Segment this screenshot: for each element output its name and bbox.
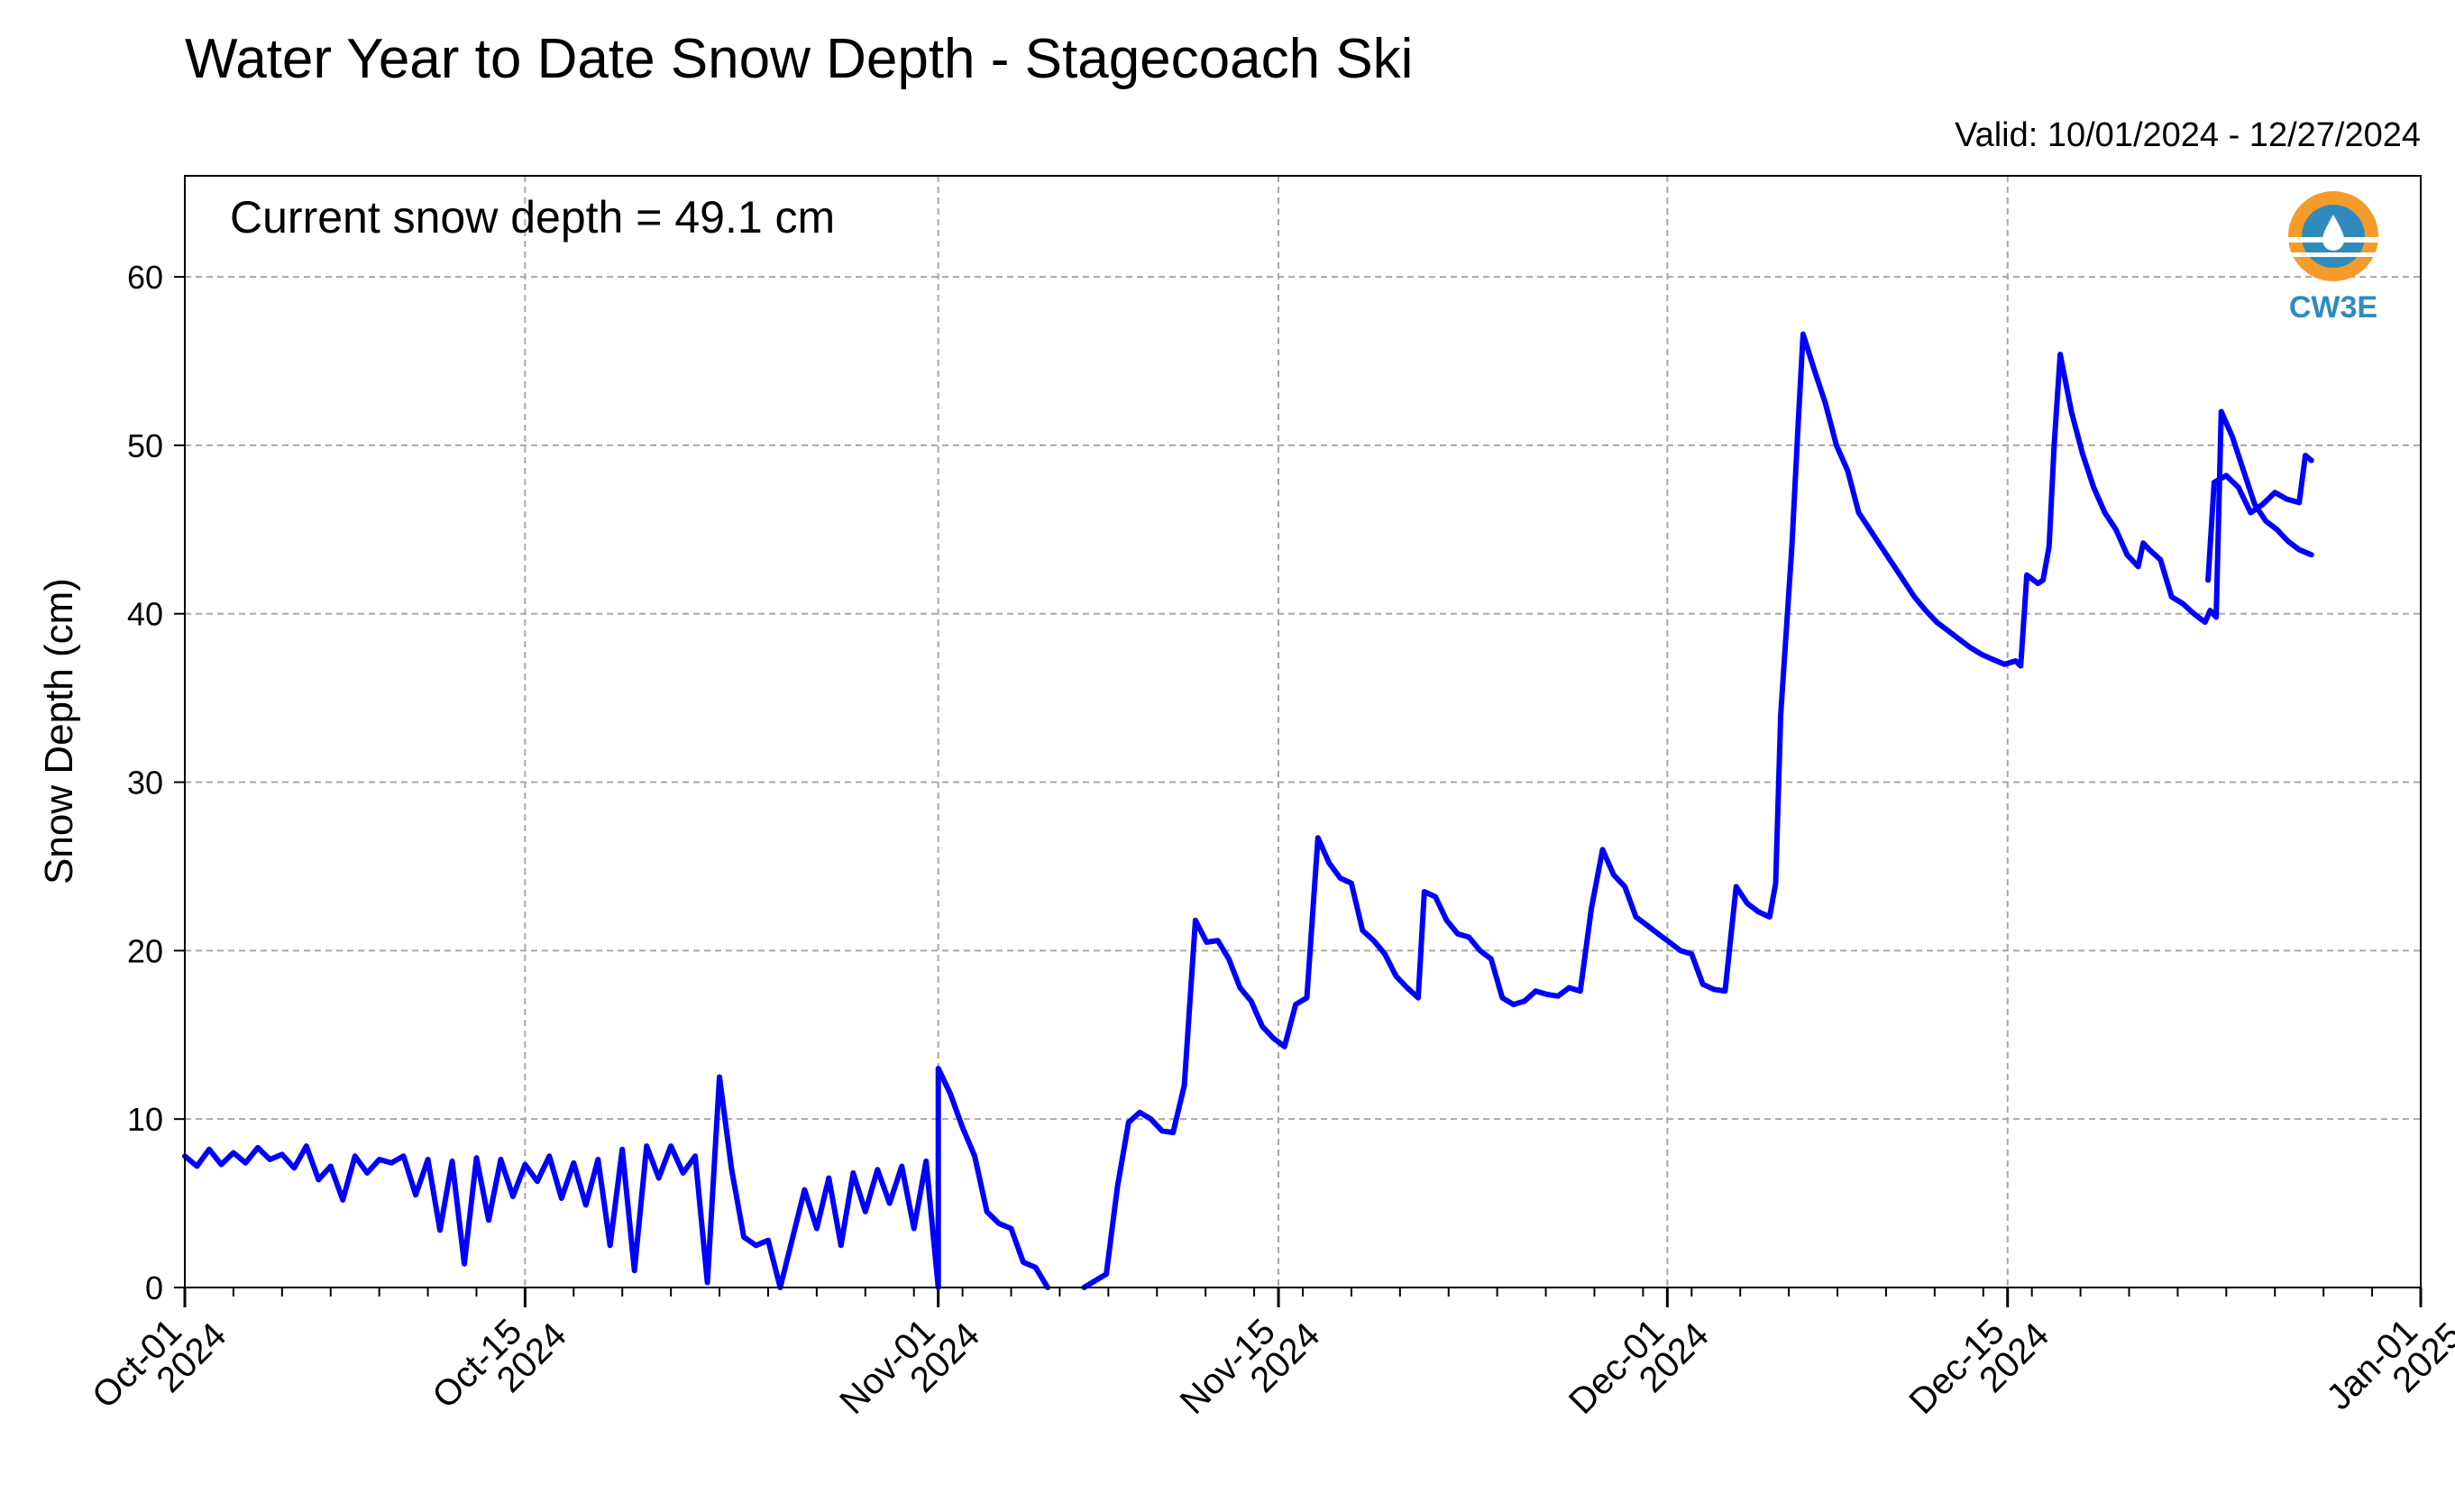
y-tick-label: 10 (127, 1101, 163, 1138)
series-line-segment (2205, 453, 2314, 583)
chart-title: Water Year to Date Snow Depth - Stagecoa… (185, 28, 1413, 90)
y-tick-label: 20 (127, 932, 163, 969)
y-axis-ticks: 0 10 20 30 40 50 60 (127, 259, 185, 1306)
logo-text: CW3E (2289, 290, 2377, 325)
cw3e-logo: CW3E (2288, 191, 2378, 325)
series-line (182, 331, 2314, 1290)
series-line-segment (1081, 331, 2314, 1290)
plot-frame (184, 175, 2422, 1288)
series-line-segment (182, 1066, 1050, 1290)
chart-subtitle: Valid: 10/01/2024 - 12/27/2024 (1955, 116, 2421, 154)
logo-drop-icon (2322, 215, 2344, 251)
y-tick-label: 50 (127, 427, 163, 464)
y-tick-label: 60 (127, 259, 163, 296)
y-axis-label: Snow Depth (cm) (37, 578, 81, 884)
y-tick-label: 30 (127, 765, 163, 802)
current-depth-annotation: Current snow depth = 49.1 cm (230, 192, 835, 243)
grid (185, 176, 2421, 1287)
y-tick-label: 0 (145, 1269, 163, 1306)
y-tick-label: 40 (127, 596, 163, 633)
